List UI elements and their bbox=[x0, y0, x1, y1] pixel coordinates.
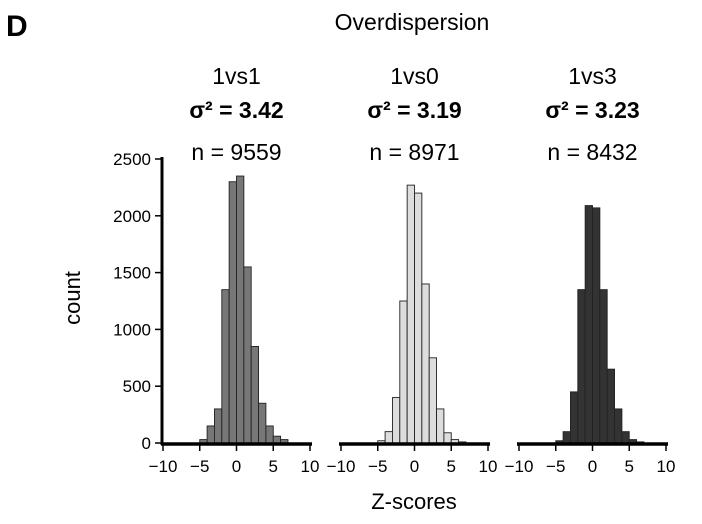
sample-size-label: n = 8432 bbox=[547, 139, 637, 165]
x-tick-label: 5 bbox=[447, 457, 456, 476]
y-tick-label: 500 bbox=[123, 377, 151, 396]
sample-size-label: n = 8971 bbox=[369, 139, 459, 165]
histogram-bar bbox=[213, 408, 223, 444]
y-tick-label: 1000 bbox=[113, 320, 151, 339]
panel-letter: D bbox=[6, 10, 28, 43]
x-tick-label: 0 bbox=[232, 457, 241, 476]
histogram-bar bbox=[265, 425, 274, 444]
x-tick-label: 10 bbox=[657, 457, 676, 476]
histogram-bar bbox=[599, 289, 608, 444]
histogram-bar bbox=[414, 192, 423, 444]
histogram-bar bbox=[577, 289, 586, 444]
histogram-bar bbox=[236, 175, 245, 444]
series-name: 1vs1 bbox=[212, 63, 261, 89]
x-tick-label: 10 bbox=[479, 457, 498, 476]
series-name: 1vs3 bbox=[568, 63, 617, 89]
x-tick-label: 10 bbox=[301, 457, 320, 476]
y-tick-label: 1500 bbox=[113, 264, 151, 283]
histogram-bar bbox=[250, 345, 259, 444]
histogram-bar bbox=[392, 397, 401, 444]
histogram-bar bbox=[428, 357, 438, 444]
histogram-bar bbox=[272, 435, 282, 444]
x-tick-label: 5 bbox=[625, 457, 634, 476]
histogram-bar bbox=[406, 184, 415, 444]
x-tick-label: 5 bbox=[269, 457, 278, 476]
figure-title: Overdispersion bbox=[335, 9, 490, 35]
histogram-bar bbox=[443, 432, 452, 444]
histogram-bar bbox=[614, 408, 623, 444]
x-tick-label: −10 bbox=[505, 457, 534, 476]
y-tick-label: 0 bbox=[142, 434, 151, 453]
histogram-bar bbox=[621, 431, 630, 444]
histogram-bar bbox=[258, 402, 267, 444]
sample-size-label: n = 9559 bbox=[191, 139, 281, 165]
histogram-bar bbox=[228, 181, 237, 444]
histogram-bar bbox=[243, 266, 252, 444]
x-tick-label: −5 bbox=[368, 457, 387, 476]
x-tick-label: −5 bbox=[546, 457, 565, 476]
histogram-bar bbox=[421, 283, 430, 444]
variance-label: σ² = 3.23 bbox=[545, 97, 639, 123]
histogram-bar bbox=[384, 431, 393, 444]
histogram-bar bbox=[562, 431, 571, 444]
histogram-bar bbox=[592, 207, 601, 444]
x-tick-label: 0 bbox=[588, 457, 597, 476]
y-tick-label: 2500 bbox=[113, 150, 151, 169]
variance-label: σ² = 3.19 bbox=[367, 97, 461, 123]
variance-label: σ² = 3.42 bbox=[189, 97, 283, 123]
x-tick-label: 0 bbox=[410, 457, 419, 476]
histogram-bar bbox=[570, 391, 579, 444]
histogram-bar bbox=[399, 300, 408, 444]
x-tick-label: −5 bbox=[190, 457, 209, 476]
y-axis-label: count bbox=[60, 271, 85, 325]
histogram-bar bbox=[221, 289, 230, 444]
histogram-bar bbox=[584, 205, 593, 444]
histogram-bar bbox=[436, 408, 445, 444]
x-axis-label: Z-scores bbox=[371, 489, 457, 514]
y-tick-label: 2000 bbox=[113, 207, 151, 226]
x-tick-label: −10 bbox=[327, 457, 356, 476]
histogram-bar bbox=[206, 425, 215, 444]
histogram-bar bbox=[606, 368, 616, 444]
x-tick-label: −10 bbox=[149, 457, 178, 476]
series-name: 1vs0 bbox=[390, 63, 439, 89]
